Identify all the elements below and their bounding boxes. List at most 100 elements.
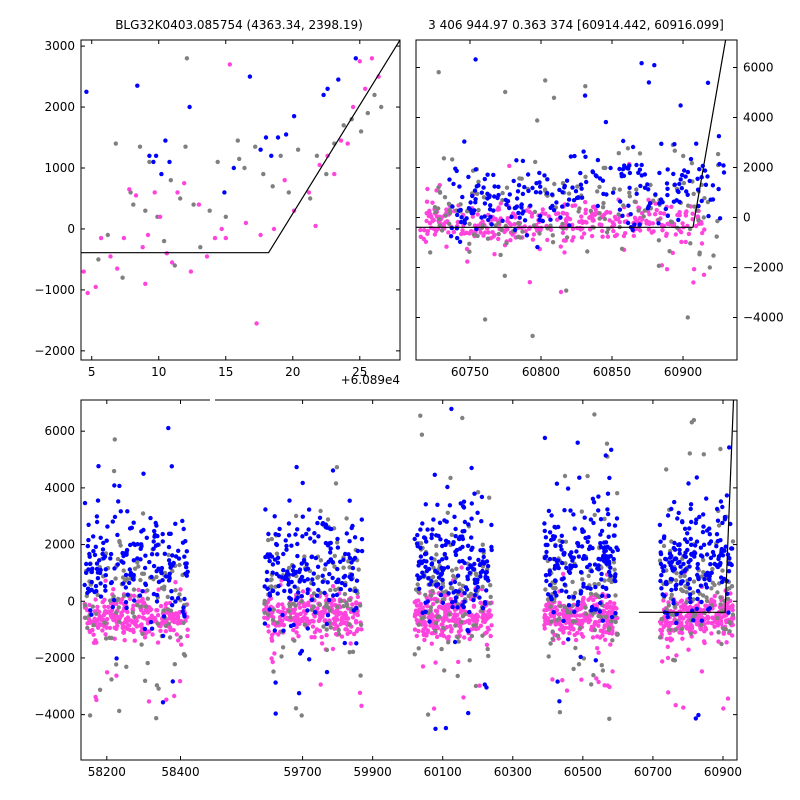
data-point-blue [665,213,670,218]
data-point-grey [488,601,493,606]
data-point-grey [347,650,352,655]
data-point-blue [549,513,554,518]
data-point-grey [154,716,159,721]
data-point-blue [347,539,352,544]
data-point-blue [709,570,714,575]
data-point-grey [338,598,344,604]
data-point-pink [332,610,337,615]
data-point-blue [680,520,685,525]
data-point-pink [322,618,327,623]
data-point-grey [621,203,626,208]
data-point-blue [726,561,732,567]
data-point-grey [593,592,599,597]
data-point-blue [336,77,341,82]
data-point-blue [446,540,451,545]
data-point-grey [664,467,669,472]
data-point-grey [429,593,434,598]
data-point-grey [555,633,560,638]
data-point-blue [455,235,460,241]
data-point-blue [598,532,603,537]
data-point-pink [317,162,322,168]
data-point-blue [284,543,289,549]
data-point-blue [222,190,227,195]
data-point-grey [474,572,479,578]
data-point-blue [445,565,451,570]
data-point-pink [118,613,124,619]
data-point-blue [432,472,437,477]
data-point-blue [543,573,549,578]
data-point-blue [182,612,187,617]
data-point-blue [544,549,549,555]
data-point-blue [558,543,563,549]
data-point-blue [723,544,728,549]
data-point-blue [569,550,574,555]
p3-xtick-label: 59700 [283,765,321,779]
data-point-pink [481,233,486,238]
axis-break-gap [210,398,215,402]
data-point-pink [177,679,183,684]
data-point-grey [681,153,686,159]
data-point-blue [295,541,300,547]
data-point-grey [324,627,329,632]
data-point-pink [143,281,148,286]
data-point-blue [538,190,543,195]
data-point-blue [439,585,444,591]
data-point-pink [306,190,312,195]
data-point-blue [542,435,548,441]
data-point-blue [675,516,680,521]
data-point-pink [580,597,586,602]
data-point-pink [702,227,707,232]
data-point-blue [598,544,604,550]
data-point-pink [265,623,271,629]
data-point-blue [627,163,632,168]
data-point-blue [275,560,281,565]
data-point-pink [523,229,528,234]
data-point-blue [184,549,189,554]
data-point-blue [566,637,571,642]
data-point-grey [423,592,428,598]
data-point-blue [656,221,661,226]
data-point-pink [583,210,588,216]
data-point-grey [585,249,590,254]
data-point-grey [589,682,594,687]
data-point-blue [449,225,454,231]
data-point-pink [557,627,563,632]
data-point-blue [166,574,172,579]
data-point-pink [106,604,111,610]
data-point-blue [431,517,436,522]
data-point-grey [691,579,697,584]
data-point-grey [611,186,617,191]
data-point-grey [691,417,697,423]
data-point-blue [436,559,442,564]
data-point-blue [572,153,577,159]
data-point-pink [681,705,686,710]
data-point-grey [341,565,346,570]
data-point-blue [265,586,270,591]
data-point-blue [109,580,115,585]
data-point-blue [687,526,692,531]
p3-xtick-label: 60500 [564,765,602,779]
data-point-grey [117,619,122,624]
data-point-pink [443,220,448,225]
data-point-pink [673,232,678,237]
data-point-pink [170,618,175,624]
data-point-grey [172,263,177,268]
data-point-pink [95,625,101,630]
data-point-pink [131,593,137,598]
data-point-blue [511,178,516,184]
data-point-grey [266,612,271,617]
data-point-grey [131,202,136,207]
data-point-grey [262,601,267,606]
data-point-pink [92,616,97,621]
data-point-pink [486,609,491,614]
data-point-pink [577,613,583,618]
data-point-blue [592,562,598,567]
data-point-grey [485,236,491,241]
data-point-blue [325,613,331,618]
data-point-blue [272,628,277,633]
data-point-blue [606,534,611,539]
data-point-pink [496,236,501,242]
data-point-pink [461,695,466,700]
data-point-blue [611,556,616,562]
data-point-pink [350,602,355,607]
